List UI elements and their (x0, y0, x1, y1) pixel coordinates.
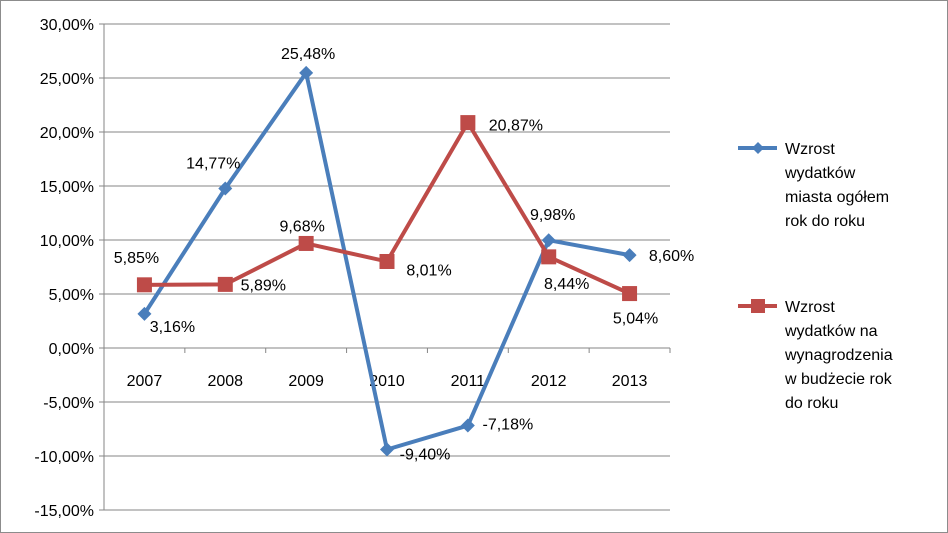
legend-entry-label: Wzrost (785, 299, 835, 316)
data-label: 9,68% (279, 218, 324, 235)
series-1-point (622, 248, 637, 263)
series-2-point (217, 276, 233, 292)
series-1-point (460, 418, 475, 433)
series-1-point (137, 306, 152, 321)
y-tick-label: 15,00% (40, 179, 94, 196)
series-2-point (379, 253, 395, 269)
x-tick-label: 2009 (288, 373, 324, 390)
legend-entry-label: w budżecie rok (784, 371, 893, 388)
legend-entry-label: Wzrost (785, 141, 835, 158)
legend-entry-label: wynagrodzenia (784, 347, 893, 364)
data-label: 20,87% (489, 118, 543, 135)
series-2-point (622, 286, 638, 302)
x-tick-label: 2011 (451, 373, 486, 390)
series-1-point (380, 442, 394, 457)
legend-swatch-marker (752, 142, 764, 154)
y-tick-label: 0,00% (49, 341, 94, 358)
x-tick-label: 2007 (127, 373, 163, 390)
data-labels: 3,16% 14,77% 25,48% -9,40% -7,18% 9,98% 8,60% 5… (114, 46, 695, 464)
series-2-point (460, 115, 476, 131)
legend-entry-label: wydatków (784, 165, 856, 182)
gridlines (99, 23, 671, 511)
data-label: -7,18% (483, 417, 534, 434)
legend-entry-label: do roku (785, 395, 838, 412)
y-tick-label: 5,00% (49, 287, 94, 304)
series-2-point (541, 249, 557, 265)
x-tick-label: 2013 (612, 373, 648, 390)
y-axis-tick-labels: 30,00% 25,00% 20,00% 15,00% 10,00% 5,00% 0,00%… (34, 17, 94, 520)
y-tick-label: -5,00% (43, 395, 94, 412)
legend-entry-label: rok do roku (785, 213, 865, 230)
series-2-point (298, 235, 314, 251)
y-tick-label: 20,00% (40, 125, 94, 142)
data-label: 5,85% (114, 250, 159, 267)
series-1-point (218, 181, 233, 196)
x-tick-label: 2012 (531, 373, 567, 390)
legend-entry-label: miasta ogółem (785, 189, 889, 206)
y-tick-label: -10,00% (34, 449, 94, 466)
y-tick-label: -15,00% (34, 503, 94, 520)
legend-swatch-marker (751, 299, 765, 313)
data-label: 25,48% (281, 46, 335, 63)
x-tick-label: 2008 (207, 373, 243, 390)
data-label: 8,44% (544, 276, 589, 293)
data-label: 3,16% (150, 319, 195, 336)
y-tick-label: 30,00% (40, 17, 94, 34)
legend: Wzrost wydatków miasta ogółem rok do roku Wz… (738, 141, 893, 412)
x-tick-label: 2010 (369, 373, 405, 390)
series-1-point (299, 65, 314, 80)
data-label: 9,98% (530, 207, 575, 224)
series-1-point (541, 233, 556, 248)
data-label: -9,40% (400, 447, 451, 464)
series-2-point (136, 277, 152, 293)
data-label: 14,77% (186, 155, 240, 172)
legend-entry-label: wydatków na (784, 323, 878, 340)
data-label: 5,04% (613, 311, 658, 328)
y-tick-label: 10,00% (40, 233, 94, 250)
x-axis-tick-labels: 2007 2008 2009 2010 2011 2012 2013 (127, 373, 648, 390)
data-label: 5,89% (241, 277, 286, 294)
y-tick-label: 25,00% (40, 71, 94, 88)
series-markers (136, 65, 638, 457)
data-label: 8,01% (406, 262, 451, 279)
data-label: 8,60% (649, 248, 694, 265)
